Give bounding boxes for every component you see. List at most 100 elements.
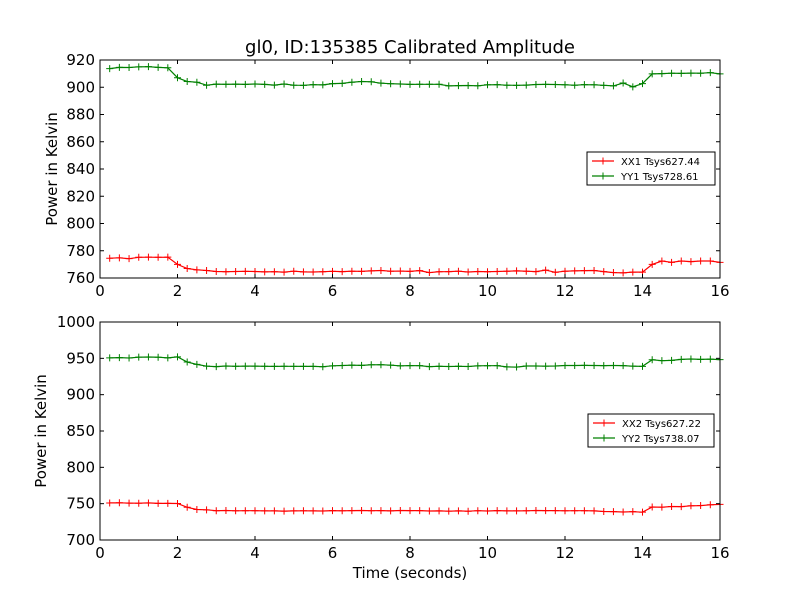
data-point-marker: [493, 507, 501, 515]
data-point-marker: [377, 507, 385, 515]
data-point-marker: [619, 362, 627, 370]
data-point-marker: [706, 355, 714, 363]
legend-label: YY1 Tsys728.61: [620, 172, 699, 183]
data-point-marker: [270, 362, 278, 370]
data-point-marker: [261, 362, 269, 370]
data-point-marker: [241, 80, 249, 88]
data-point-marker: [639, 80, 646, 88]
data-point-marker: [106, 65, 114, 73]
data-point-marker: [425, 80, 433, 88]
y-tick-label: 780: [66, 242, 95, 260]
data-point-marker: [115, 354, 123, 362]
data-point-marker: [668, 69, 676, 77]
legend-label: YY2 Tsys738.07: [621, 434, 700, 445]
data-point-marker: [668, 258, 676, 266]
data-point-marker: [164, 64, 172, 72]
data-point-marker: [609, 508, 617, 516]
data-point-marker: [290, 507, 298, 515]
x-tick-label: 12: [555, 544, 574, 562]
data-point-marker: [203, 81, 211, 89]
data-point-marker: [532, 268, 540, 276]
data-point-marker: [551, 268, 559, 276]
data-point-marker: [348, 78, 356, 86]
data-point-marker: [522, 267, 530, 275]
data-point-marker: [338, 79, 346, 87]
data-point-marker: [639, 508, 646, 516]
data-point-marker: [290, 81, 298, 89]
data-point-marker: [193, 78, 201, 86]
data-point-marker: [629, 83, 637, 91]
data-point-marker: [658, 503, 666, 511]
data-point-marker: [348, 361, 356, 369]
data-point-marker: [319, 507, 327, 515]
data-point-marker: [299, 362, 307, 370]
x-tick-label: 4: [250, 282, 260, 300]
data-point-marker: [600, 362, 608, 370]
data-point-marker: [154, 253, 162, 261]
data-point-marker: [454, 507, 462, 515]
data-point-marker: [164, 499, 172, 507]
data-point-marker: [697, 69, 705, 77]
data-point-marker: [668, 356, 676, 364]
y-tick-label: 840: [66, 160, 95, 178]
data-point-marker: [270, 507, 278, 515]
data-point-marker: [387, 80, 395, 88]
data-point-marker: [474, 507, 482, 515]
data-point-marker: [493, 267, 501, 275]
x-tick-label: 0: [95, 282, 105, 300]
data-point-marker: [522, 362, 530, 370]
data-point-marker: [367, 361, 375, 369]
data-point-marker: [493, 362, 501, 370]
data-point-marker: [580, 81, 588, 89]
data-point-marker: [658, 257, 666, 265]
legend-label: XX2 Tsys627.22: [622, 419, 701, 430]
data-point-marker: [629, 508, 637, 516]
data-point-marker: [106, 254, 114, 262]
data-point-marker: [580, 267, 588, 275]
data-point-marker: [609, 269, 617, 277]
data-point-marker: [513, 81, 521, 89]
data-point-marker: [232, 267, 240, 275]
data-point-marker: [600, 81, 608, 89]
series-line: [109, 356, 721, 368]
data-point-marker: [396, 506, 404, 514]
legend-box: [586, 151, 716, 186]
data-point-marker: [609, 82, 617, 90]
data-point-marker: [212, 363, 220, 371]
data-point-marker: [270, 268, 278, 276]
legend: XX2 Tsys627.22 YY2 Tsys738.07: [587, 413, 715, 448]
data-point-marker: [203, 267, 211, 275]
data-point-marker: [677, 257, 685, 265]
data-point-marker: [125, 63, 133, 71]
data-point-marker: [232, 80, 240, 88]
data-point-marker: [115, 63, 123, 71]
data-point-marker: [580, 507, 588, 515]
data-point-marker: [309, 81, 317, 89]
data-point-marker: [222, 80, 230, 88]
data-point-marker: [338, 507, 346, 515]
y-tick-label: 760: [66, 269, 95, 287]
data-point-marker: [551, 362, 559, 370]
data-point-marker: [319, 268, 327, 276]
data-point-marker: [493, 81, 501, 89]
data-point-marker: [115, 499, 123, 507]
data-point-marker: [280, 362, 288, 370]
data-point-marker: [251, 267, 259, 275]
legend-entry: YY2 Tsys738.07: [593, 434, 700, 445]
data-point-marker: [484, 507, 491, 515]
data-point-marker: [648, 503, 656, 511]
data-point-marker: [484, 81, 491, 89]
data-point-marker: [125, 255, 133, 263]
data-point-marker: [135, 253, 143, 261]
series-line: [109, 66, 721, 88]
data-point-marker: [183, 78, 191, 86]
data-point-marker: [358, 506, 366, 514]
data-point-marker: [106, 499, 114, 507]
data-point-marker: [319, 363, 327, 371]
data-point-marker: [319, 81, 327, 89]
data-point-marker: [590, 81, 598, 89]
data-point-marker: [144, 63, 152, 71]
data-point-marker: [135, 499, 143, 507]
data-point-marker: [609, 362, 617, 370]
x-tick-label: 16: [710, 282, 729, 300]
